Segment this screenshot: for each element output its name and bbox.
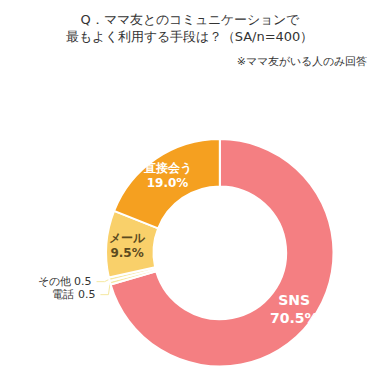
svg-text:電話 0.5: 電話 0.5 xyxy=(52,288,95,301)
svg-text:Q．ママ友とのコミュニケーションで: Q．ママ友とのコミュニケーションで xyxy=(80,12,299,27)
svg-text:メール: メール xyxy=(109,231,146,245)
svg-text:19.0%: 19.0% xyxy=(147,176,189,190)
svg-text:9.5%: 9.5% xyxy=(110,246,143,260)
svg-text:最もよく利用する手段は？（SA/n=400）: 最もよく利用する手段は？（SA/n=400） xyxy=(66,29,314,44)
svg-text:SNS: SNS xyxy=(278,292,310,308)
svg-text:直接会う: 直接会う xyxy=(143,161,192,175)
svg-text:※ママ友がいる人のみ回答: ※ママ友がいる人のみ回答 xyxy=(237,55,367,68)
svg-text:その他 0.5: その他 0.5 xyxy=(38,275,92,288)
svg-text:70.5%: 70.5% xyxy=(270,310,319,326)
